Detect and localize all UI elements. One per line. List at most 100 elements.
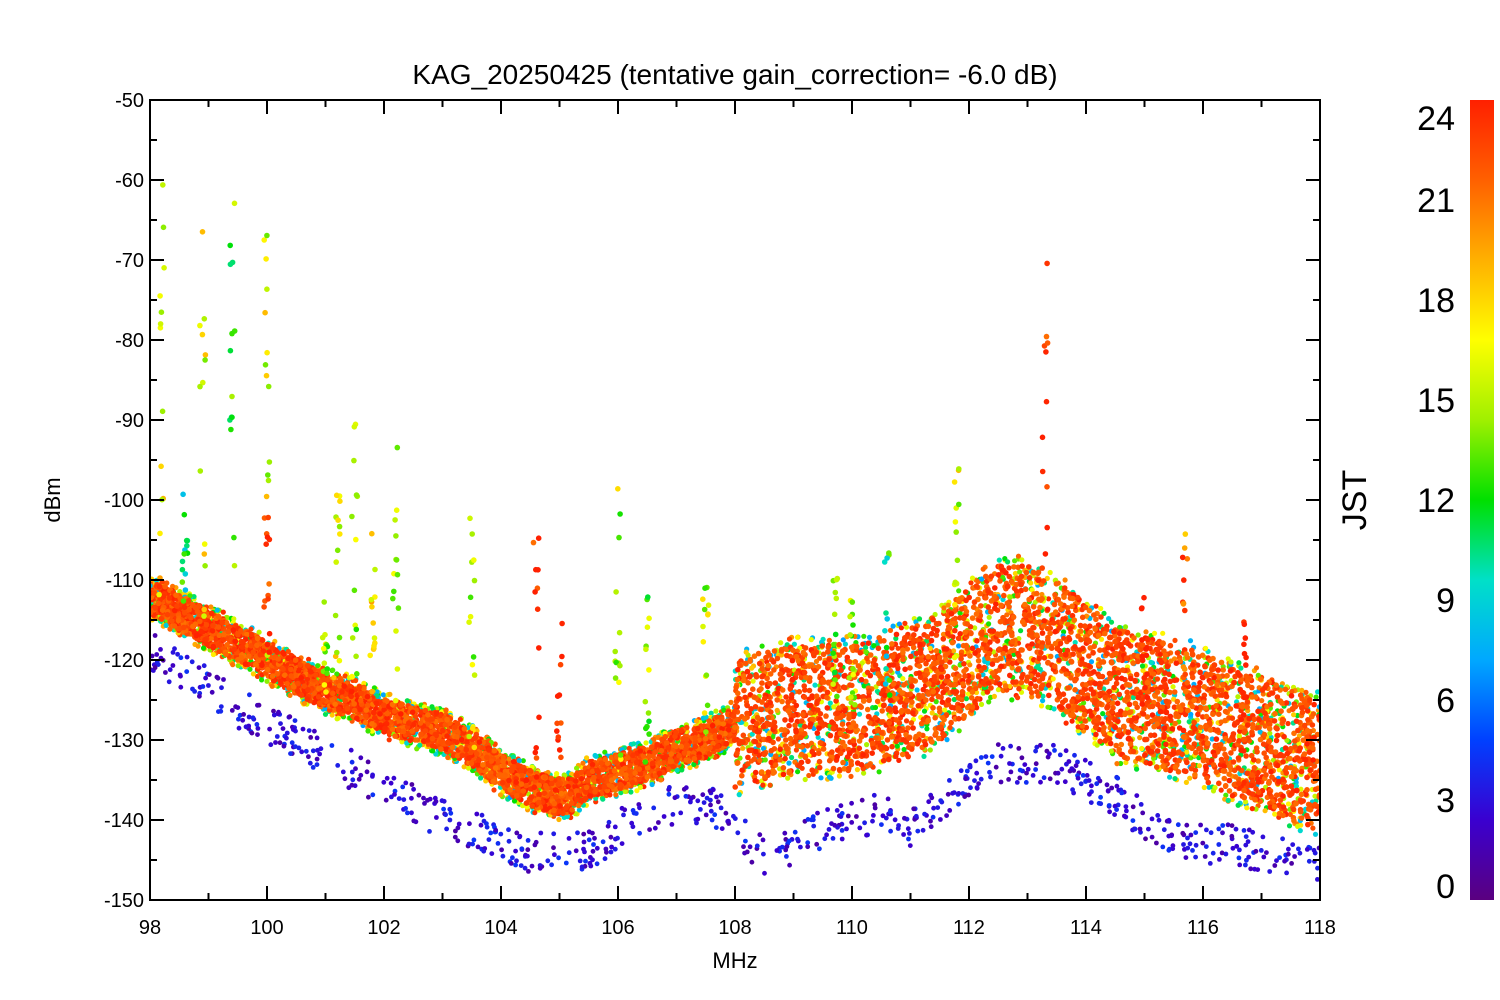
night-point	[708, 802, 713, 808]
night-point	[152, 633, 158, 638]
night-point	[892, 817, 898, 823]
night-point	[647, 827, 652, 832]
night-point	[240, 717, 246, 723]
night-point	[513, 862, 518, 868]
floor-point	[827, 700, 833, 706]
floor-point	[1078, 636, 1084, 643]
floor-point	[1015, 695, 1021, 701]
night-point	[670, 812, 676, 817]
night-point	[317, 751, 322, 757]
floor-point	[881, 638, 887, 644]
night-point	[757, 832, 763, 838]
night-point	[998, 779, 1004, 785]
night-point	[915, 828, 921, 834]
floor-point	[1051, 706, 1057, 712]
floor-point	[713, 708, 719, 714]
night-point	[1187, 841, 1193, 847]
floor-point	[786, 636, 793, 642]
floor-point	[942, 707, 948, 713]
chart-title: KAG_20250425 (tentative gain_correction=…	[412, 59, 1057, 90]
night-point	[1115, 775, 1121, 781]
night-point	[814, 841, 820, 847]
night-point	[1286, 846, 1291, 852]
night-point	[600, 839, 606, 845]
night-point	[1114, 807, 1119, 812]
night-point	[839, 828, 845, 833]
floor-point	[854, 767, 861, 773]
night-point	[466, 841, 472, 847]
night-point	[591, 842, 596, 847]
floor-point	[1041, 655, 1048, 661]
night-point	[844, 826, 849, 832]
night-point	[506, 838, 512, 844]
floor-point	[1151, 630, 1158, 636]
night-point	[1063, 748, 1069, 754]
night-point	[1216, 842, 1222, 847]
night-point	[551, 845, 556, 851]
night-point	[405, 810, 410, 816]
floor-point	[785, 775, 791, 781]
night-point	[1297, 850, 1303, 856]
night-point	[1038, 742, 1043, 748]
night-point	[672, 795, 678, 801]
night-point	[579, 864, 585, 870]
night-point	[1080, 773, 1086, 778]
floor-point	[995, 687, 1002, 693]
night-point	[409, 782, 415, 787]
night-point	[630, 808, 636, 813]
night-point	[315, 747, 320, 753]
floor-point	[921, 753, 927, 760]
night-point	[175, 651, 181, 657]
night-point	[964, 768, 970, 774]
night-point	[486, 837, 492, 842]
floor-point	[1203, 645, 1209, 651]
night-point	[594, 861, 600, 867]
floor-point	[795, 769, 801, 775]
night-point	[545, 858, 551, 864]
night-point	[422, 801, 427, 806]
night-point	[358, 772, 364, 778]
night-point	[296, 745, 302, 751]
floor-point	[386, 737, 392, 743]
night-point	[526, 869, 531, 874]
night-point	[1000, 746, 1006, 751]
floor-point	[957, 610, 963, 616]
floor-point	[1201, 784, 1207, 791]
night-point	[582, 849, 587, 855]
night-point	[774, 848, 780, 853]
floor-point	[986, 614, 992, 620]
floor-point	[387, 691, 393, 697]
night-point	[1006, 777, 1011, 782]
night-point	[1094, 781, 1100, 787]
night-point	[1248, 866, 1254, 872]
night-point	[364, 769, 370, 775]
night-point	[849, 800, 854, 806]
night-point	[1114, 783, 1120, 789]
night-point	[236, 725, 242, 731]
night-point	[513, 848, 518, 854]
floor-point	[956, 588, 962, 594]
floor-point	[1286, 823, 1293, 829]
floor-point	[1262, 808, 1268, 814]
floor-point	[1045, 704, 1051, 710]
night-point	[1112, 812, 1117, 817]
floor-point	[1134, 704, 1140, 711]
floor-point	[947, 724, 953, 731]
night-point	[537, 865, 543, 871]
night-point	[306, 728, 312, 733]
night-point	[978, 755, 984, 760]
night-point	[563, 860, 569, 866]
floor-point	[956, 728, 962, 734]
night-point	[178, 684, 184, 690]
floor-point	[1311, 701, 1317, 708]
night-point	[1057, 752, 1063, 758]
floor-point	[1007, 594, 1013, 600]
night-point	[1088, 800, 1094, 805]
night-point	[1243, 862, 1248, 868]
floor-point	[900, 676, 906, 682]
floor-point	[1312, 831, 1319, 837]
night-point	[1241, 828, 1247, 833]
night-point	[581, 831, 587, 837]
floor-point	[580, 760, 586, 766]
night-point	[695, 816, 701, 822]
